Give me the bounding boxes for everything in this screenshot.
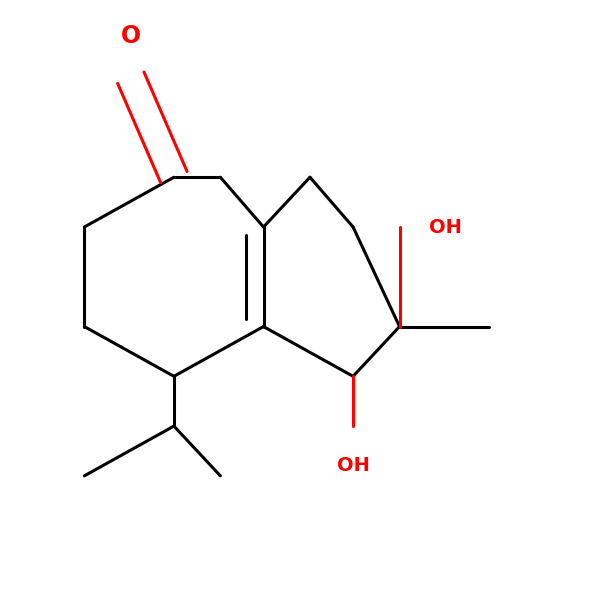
Text: OH: OH (430, 218, 462, 236)
Text: O: O (121, 24, 141, 48)
Text: OH: OH (337, 456, 370, 475)
